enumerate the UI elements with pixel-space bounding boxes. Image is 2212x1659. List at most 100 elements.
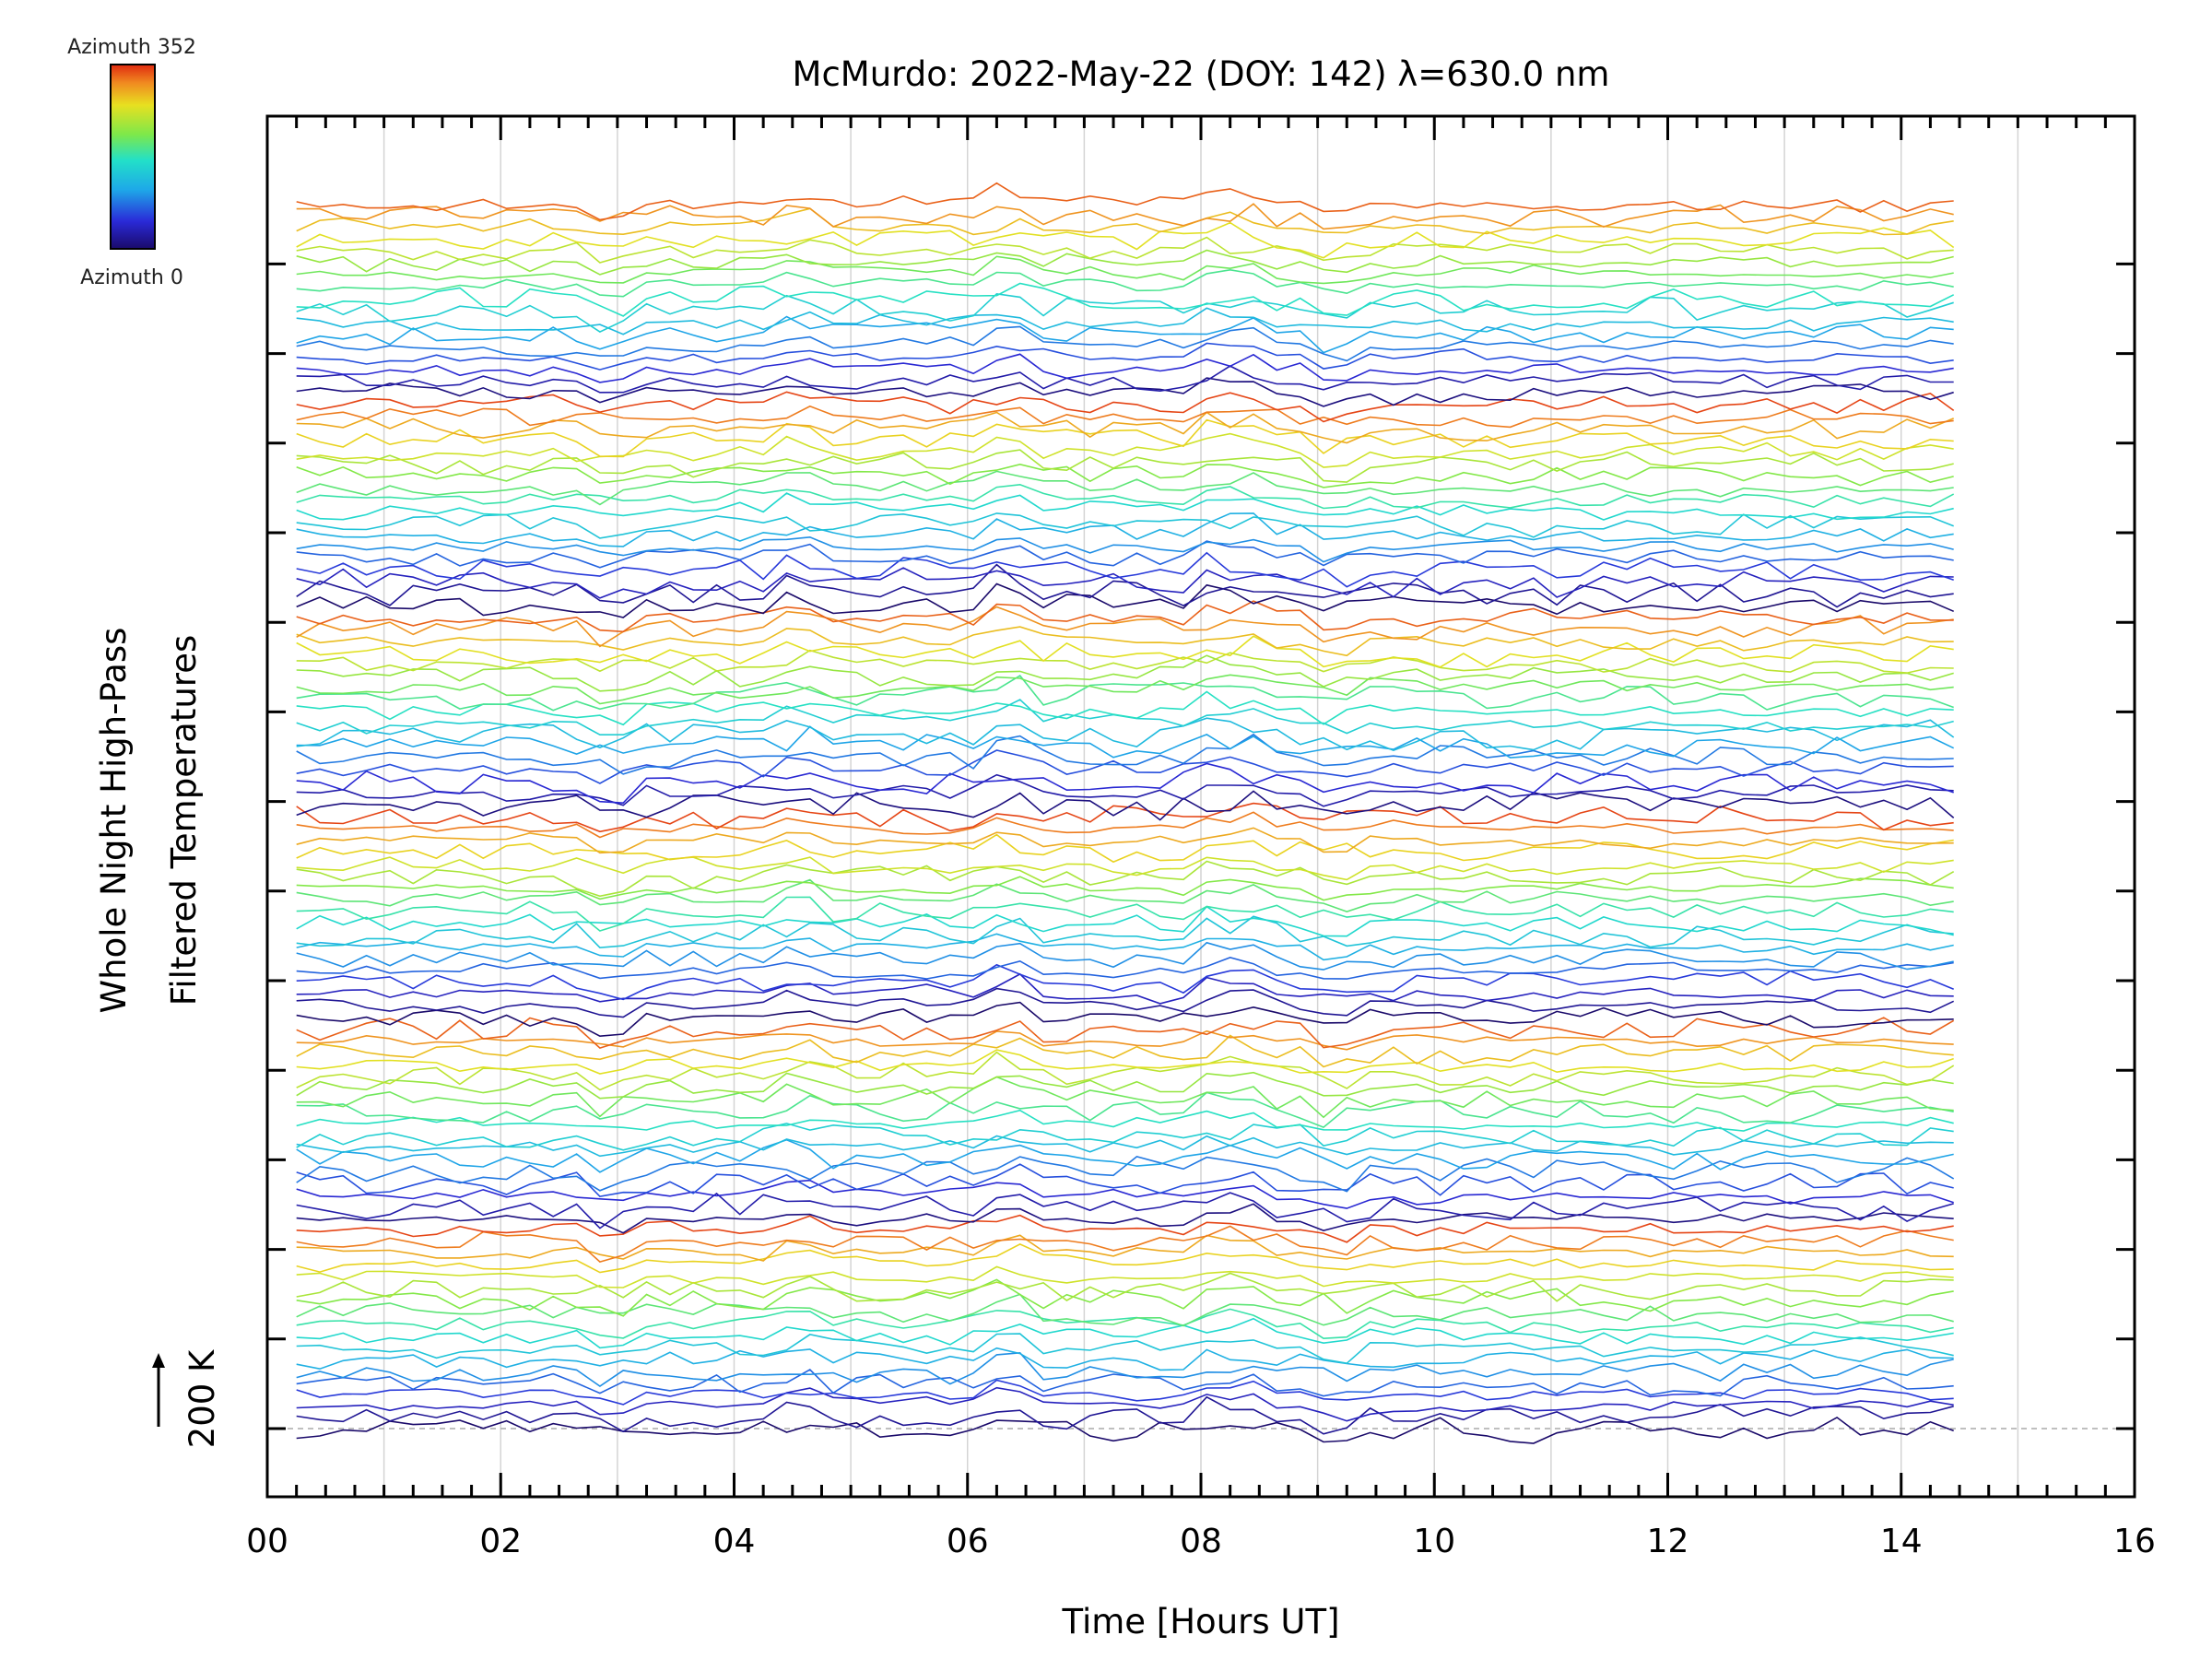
azimuth-trace xyxy=(296,182,1954,221)
vertical-grid xyxy=(382,116,2019,1497)
x-tick-label: 02 xyxy=(479,1523,522,1560)
azimuth-trace xyxy=(296,1071,1954,1100)
azimuth-trace xyxy=(296,483,1955,510)
azimuth-trace xyxy=(296,307,1954,335)
azimuth-trace xyxy=(296,1333,1954,1365)
azimuth-trace xyxy=(296,353,1954,383)
azimuth-trace xyxy=(296,876,1954,901)
x-tick-label: 16 xyxy=(2113,1523,2156,1560)
azimuth-trace xyxy=(296,365,1954,394)
azimuth-trace xyxy=(296,725,1955,759)
azimuth-trace xyxy=(296,963,1955,1001)
azimuth-trace xyxy=(296,1416,1954,1444)
azimuth-trace xyxy=(296,1138,1954,1173)
azimuth-trace xyxy=(296,1308,1954,1340)
azimuth-trace xyxy=(296,1156,1955,1193)
x-tick-label: 14 xyxy=(1880,1523,1923,1560)
azimuth-trace xyxy=(296,512,1954,539)
azimuth-trace xyxy=(296,860,1955,898)
azimuth-trace xyxy=(296,1163,1954,1198)
azimuth-trace xyxy=(296,1379,1954,1406)
azimuth-trace xyxy=(296,1214,1954,1243)
azimuth-trace xyxy=(296,405,1954,429)
azimuth-trace xyxy=(296,915,1954,949)
x-tick-label: 00 xyxy=(246,1523,288,1560)
azimuth-trace xyxy=(296,896,1954,932)
azimuth-trace xyxy=(296,674,1954,705)
azimuth-trace xyxy=(296,941,1954,971)
azimuth-trace xyxy=(296,470,1954,506)
azimuth-trace xyxy=(296,626,1954,657)
x-tick-label: 12 xyxy=(1647,1523,1689,1560)
azimuth-trace xyxy=(296,856,1954,881)
azimuth-trace xyxy=(296,1243,1954,1274)
azimuth-trace xyxy=(296,255,1954,285)
azimuth-trace xyxy=(296,699,1954,736)
azimuth-trace xyxy=(296,606,1954,648)
azimuth-trace xyxy=(296,833,1954,864)
azimuth-trace xyxy=(296,1135,1954,1158)
azimuth-trace xyxy=(296,463,1954,488)
azimuth-trace xyxy=(296,1179,1954,1209)
x-tick-labels: 00 02 04 06 08 10 12 14 16 xyxy=(246,1523,2156,1560)
azimuth-trace xyxy=(296,1351,1954,1387)
azimuth-trace xyxy=(296,512,1954,547)
azimuth-trace xyxy=(296,905,1954,937)
azimuth-trace xyxy=(296,987,1955,1018)
azimuth-trace xyxy=(296,600,1954,633)
colorbar-gradient xyxy=(110,64,156,250)
colorbar-bottom-label: Azimuth 0 xyxy=(80,266,183,289)
azimuth-trace xyxy=(296,1017,1955,1050)
azimuth-trace xyxy=(296,551,1954,588)
azimuth-trace xyxy=(296,1369,1954,1397)
azimuth-trace xyxy=(296,811,1954,839)
colorbar: Azimuth 352 Azimuth 0 xyxy=(67,36,196,289)
azimuth-trace xyxy=(296,1203,1954,1234)
azimuth-trace xyxy=(296,449,1954,483)
azimuth-trace xyxy=(296,292,1954,334)
scale-label: 200 K xyxy=(182,1348,222,1448)
azimuth-trace xyxy=(296,1386,1954,1422)
x-tick-label: 06 xyxy=(947,1523,989,1560)
azimuth-trace xyxy=(296,249,1954,276)
azimuth-trace xyxy=(296,391,1955,423)
azimuth-trace xyxy=(296,282,1955,317)
azimuth-trace xyxy=(296,675,1954,712)
azimuth-trace xyxy=(296,654,1954,692)
azimuth-trace xyxy=(296,1293,1954,1327)
azimuth-trace xyxy=(296,972,1954,1005)
axis-ticks xyxy=(265,116,2136,1497)
x-axis-label: Time [Hours UT] xyxy=(1061,1602,1339,1641)
azimuth-trace xyxy=(296,1049,1954,1075)
azimuth-trace xyxy=(296,635,1954,668)
azimuth-trace xyxy=(296,492,1954,521)
azimuth-trace xyxy=(296,411,1955,444)
azimuth-trace xyxy=(296,567,1954,599)
azimuth-trace xyxy=(296,1234,1954,1262)
azimuth-trace xyxy=(296,802,1954,833)
azimuth-trace xyxy=(296,1395,1954,1435)
colorbar-top-label: Azimuth 352 xyxy=(67,36,196,59)
azimuth-trace xyxy=(296,540,1954,569)
azimuth-trace xyxy=(296,432,1954,468)
azimuth-trace xyxy=(296,563,1954,608)
azimuth-trace xyxy=(296,377,1954,407)
azimuth-trace xyxy=(296,418,1954,458)
x-tick-label: 04 xyxy=(713,1523,756,1560)
azimuth-trace xyxy=(296,690,1954,726)
azimuth-trace xyxy=(296,315,1954,354)
azimuth-trace xyxy=(296,1123,1954,1151)
azimuth-trace xyxy=(296,1030,1954,1051)
azimuth-trace xyxy=(296,1192,1954,1230)
azimuth-trace xyxy=(296,1034,1954,1068)
y-axis-label-line1: Whole Night High-Pass xyxy=(94,628,134,1014)
azimuth-trace xyxy=(296,957,1954,980)
azimuth-trace xyxy=(296,236,1954,264)
azimuth-trace xyxy=(296,1091,1954,1129)
azimuth-trace xyxy=(296,1225,1954,1263)
azimuth-trace xyxy=(296,535,1954,563)
azimuth-trace xyxy=(296,207,1954,236)
azimuth-trace xyxy=(296,773,1954,807)
azimuth-trace xyxy=(296,268,1954,298)
